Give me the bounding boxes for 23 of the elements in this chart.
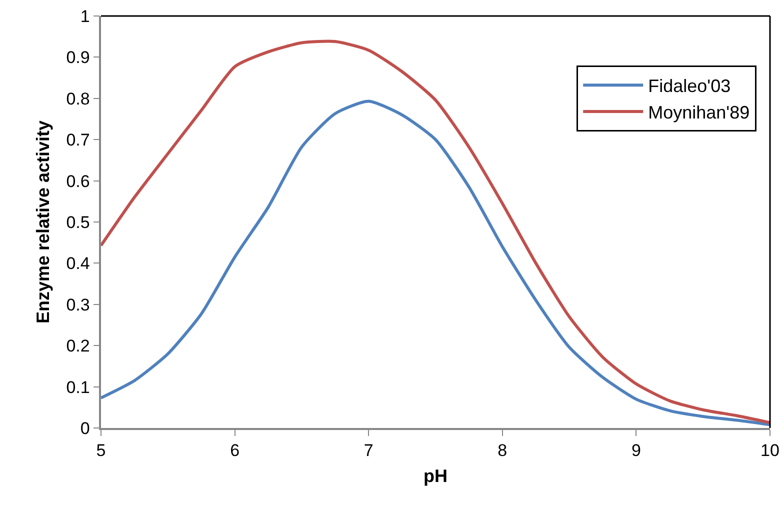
x-tick-label: 9 <box>631 441 641 460</box>
y-tick-label: 0.2 <box>66 336 90 356</box>
y-axis-title: Enzyme relative activity <box>32 120 53 324</box>
y-tick-label: 0.6 <box>66 172 90 191</box>
x-tick-label: 8 <box>498 441 508 460</box>
x-tick-label: 7 <box>364 441 374 460</box>
y-tick-label: 0.8 <box>66 89 90 108</box>
line-series <box>101 100 770 426</box>
y-tick-label: 0 <box>80 418 90 438</box>
x-tick-label: 10 <box>760 441 780 460</box>
y-tick-label: 0.1 <box>66 378 90 397</box>
x-tick-label: 6 <box>230 441 240 460</box>
y-tick-label: 0.7 <box>66 130 90 150</box>
y-tick-label: 0.4 <box>66 254 90 274</box>
x-axis-title: pH <box>424 466 448 486</box>
x-tick-label: 5 <box>96 441 106 460</box>
y-tick-label: 1 <box>80 6 90 26</box>
y-tick-label: 0.9 <box>66 48 90 68</box>
legend-label: Moynihan'89 <box>648 102 750 123</box>
y-tick-label: 0.5 <box>66 212 90 232</box>
y-tick-label: 0.3 <box>66 295 90 314</box>
legend-label: Fidaleo'03 <box>648 76 731 96</box>
line-series <box>101 40 770 424</box>
